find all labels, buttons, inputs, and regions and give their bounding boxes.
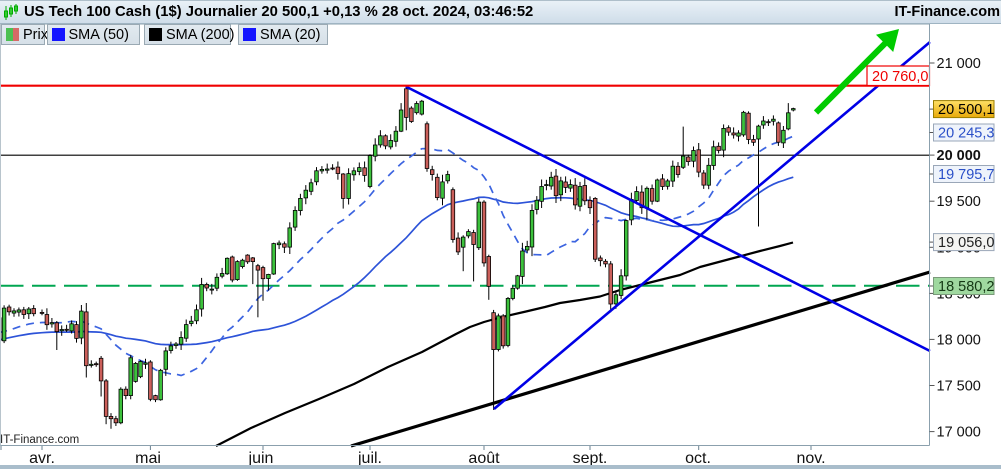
- svg-text:sept.: sept.: [573, 450, 608, 467]
- svg-text:mai: mai: [135, 450, 161, 467]
- svg-text:nov.: nov.: [796, 450, 825, 467]
- svg-text:21 000: 21 000: [937, 56, 981, 72]
- svg-text:20 245,3: 20 245,3: [938, 126, 994, 142]
- svg-text:18 000: 18 000: [937, 332, 981, 348]
- svg-text:20 500,1: 20 500,1: [938, 102, 994, 118]
- svg-text:20 760,0: 20 760,0: [872, 69, 928, 85]
- svg-text:19 795,7: 19 795,7: [938, 167, 994, 183]
- svg-text:20 000: 20 000: [937, 148, 981, 164]
- svg-text:18 580,2: 18 580,2: [938, 279, 994, 295]
- svg-text:19 056,0: 19 056,0: [938, 235, 994, 251]
- svg-text:avr.: avr.: [29, 450, 55, 467]
- svg-text:oct.: oct.: [685, 450, 711, 467]
- svg-text:juin: juin: [248, 450, 274, 467]
- svg-text:17 000: 17 000: [937, 425, 981, 441]
- svg-text:juil.: juil.: [357, 450, 382, 467]
- svg-text:août: août: [468, 450, 500, 467]
- svg-text:19 500: 19 500: [937, 194, 981, 210]
- svg-text:17 500: 17 500: [937, 379, 981, 395]
